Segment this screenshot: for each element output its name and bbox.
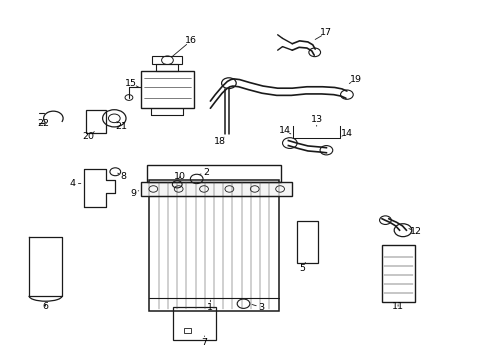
- Text: 9: 9: [130, 189, 136, 198]
- Text: 20: 20: [82, 132, 94, 141]
- Bar: [183, 328, 191, 333]
- Text: 10: 10: [174, 172, 186, 181]
- Bar: [172, 307, 215, 339]
- Text: 12: 12: [409, 228, 421, 237]
- Text: 5: 5: [299, 265, 305, 274]
- Text: 21: 21: [115, 122, 127, 131]
- Text: 1: 1: [207, 303, 213, 312]
- Text: 19: 19: [349, 75, 361, 84]
- Bar: [152, 56, 182, 64]
- Bar: [297, 221, 317, 263]
- Text: 13: 13: [310, 115, 322, 124]
- Bar: [147, 165, 281, 182]
- Bar: [141, 71, 193, 108]
- Text: 14: 14: [278, 126, 290, 135]
- Bar: [141, 182, 292, 196]
- Text: 3: 3: [258, 303, 264, 312]
- Text: 17: 17: [320, 28, 332, 37]
- Bar: [149, 180, 278, 311]
- Text: 11: 11: [391, 302, 403, 311]
- Text: 2: 2: [203, 168, 209, 177]
- Text: 22: 22: [38, 119, 49, 128]
- Text: 6: 6: [42, 302, 48, 311]
- Bar: [156, 64, 177, 71]
- Text: 4: 4: [70, 179, 76, 188]
- Text: 8: 8: [121, 172, 126, 181]
- Bar: [86, 110, 105, 134]
- Text: 7: 7: [201, 338, 207, 347]
- Bar: [381, 244, 414, 302]
- Text: 15: 15: [125, 79, 137, 88]
- Text: 16: 16: [184, 36, 197, 45]
- Text: 18: 18: [214, 137, 225, 146]
- Text: 14: 14: [340, 129, 352, 138]
